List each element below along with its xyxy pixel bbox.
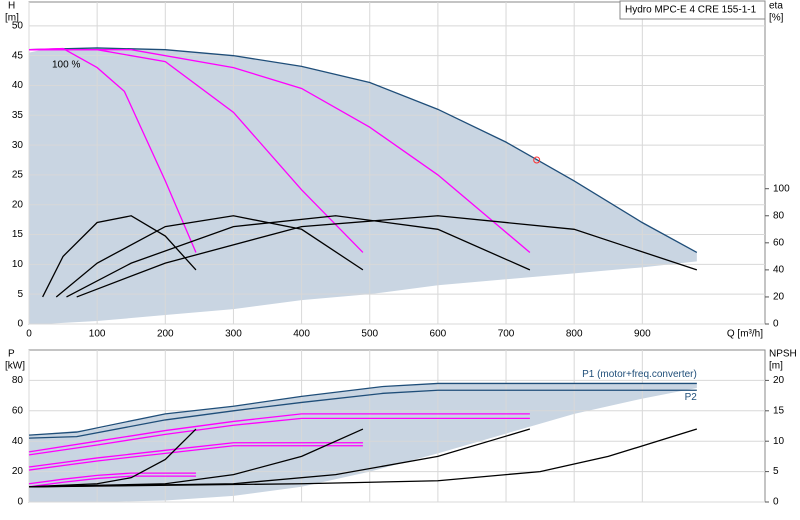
- curve: [28, 442, 363, 468]
- y2-tick-label: 10: [773, 436, 785, 447]
- y2-tick-label: 20: [773, 375, 785, 386]
- x-tick-label: 300: [225, 329, 242, 340]
- y2-tick-label: 0: [773, 497, 779, 508]
- x-tick-label: 200: [157, 329, 174, 340]
- duty-point: [533, 156, 541, 164]
- y2-tick-label: 5: [773, 466, 779, 477]
- y-axis-unit: [m]: [5, 13, 19, 24]
- curve: [28, 428, 364, 488]
- y2-axis-unit: [%]: [769, 13, 784, 24]
- curve: [28, 47, 698, 254]
- curve: [28, 382, 697, 436]
- series-label: P2: [685, 392, 698, 403]
- y2-tick-label: 15: [773, 405, 785, 416]
- curve: [28, 445, 363, 471]
- y-tick-label: 0: [17, 497, 23, 508]
- y-tick-label: 15: [12, 229, 24, 240]
- y2-tick-label: 40: [773, 265, 785, 276]
- x-tick-label: 800: [566, 329, 583, 340]
- curve: [55, 215, 364, 298]
- y-tick-label: 50: [12, 20, 24, 31]
- y-tick-label: 60: [12, 405, 24, 416]
- y-tick-label: 80: [12, 375, 24, 386]
- y-axis-unit: [kW]: [5, 361, 25, 372]
- y2-tick-label: 20: [773, 292, 785, 303]
- y-tick-label: 5: [17, 289, 23, 300]
- x-tick-label: 400: [293, 329, 310, 340]
- y-tick-label: 25: [12, 170, 24, 181]
- y2-tick-label: 60: [773, 237, 785, 248]
- curve: [28, 413, 530, 453]
- chart-title: Hydro MPC-E 4 CRE 155-1-1: [625, 5, 757, 16]
- y-tick-label: 30: [12, 140, 24, 151]
- annotation: 100 %: [52, 60, 80, 71]
- curve: [42, 215, 197, 298]
- y-tick-label: 10: [12, 259, 24, 270]
- y-tick-label: 20: [12, 199, 24, 210]
- y-tick-label: 45: [12, 50, 24, 61]
- x-tick-label: 700: [498, 329, 515, 340]
- x-tick-label: 900: [634, 329, 651, 340]
- y2-axis-unit: [m]: [769, 361, 783, 372]
- x-tick-label: 600: [430, 329, 447, 340]
- curve: [28, 428, 698, 488]
- curve: [28, 428, 197, 488]
- y2-tick-label: 100: [773, 183, 790, 194]
- x-tick-label: 100: [89, 329, 106, 340]
- title-box: [619, 0, 766, 20]
- curve: [28, 472, 196, 485]
- x-tick-label: 500: [361, 329, 378, 340]
- y-axis-label: P: [8, 349, 15, 360]
- curve: [28, 475, 196, 488]
- y-tick-label: 20: [12, 466, 24, 477]
- series-label: P1 (motor+freq.converter): [582, 369, 697, 380]
- x-axis-label: Q [m³/h]: [727, 329, 763, 340]
- y-tick-label: 0: [17, 319, 23, 330]
- curve: [28, 389, 697, 439]
- y-tick-label: 40: [12, 80, 24, 91]
- y-axis-label: H: [8, 1, 15, 12]
- curve: [76, 215, 698, 298]
- y2-axis-label: eta: [769, 1, 783, 12]
- y-tick-label: 40: [12, 436, 24, 447]
- curve: [29, 49, 531, 253]
- y2-axis-label: NPSH: [769, 349, 797, 360]
- y-tick-label: 35: [12, 110, 24, 121]
- curve: [66, 215, 531, 298]
- x-tick-label: 0: [26, 329, 32, 340]
- curve: [28, 417, 530, 456]
- y2-tick-label: 80: [773, 210, 785, 221]
- y2-tick-label: 0: [773, 319, 779, 330]
- curve: [28, 47, 197, 253]
